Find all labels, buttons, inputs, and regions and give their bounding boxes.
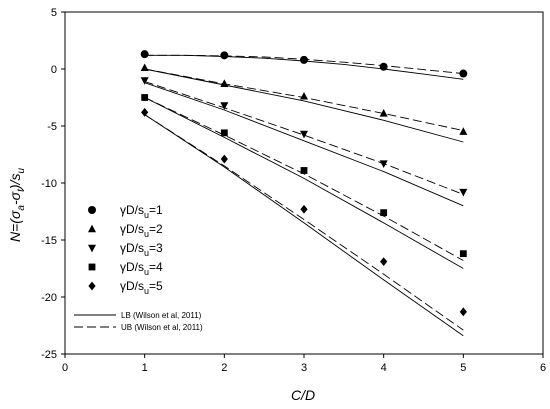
ub-curve-3 [144, 81, 464, 195]
x-tick-label: 4 [381, 362, 387, 374]
y-tick-label: 0 [51, 64, 57, 76]
legend-marker-2 [88, 224, 96, 233]
data-point-series-3 [379, 160, 388, 169]
data-point-series-4 [380, 209, 388, 217]
lines-layer [144, 54, 464, 337]
data-point-series-2 [379, 109, 388, 117]
legend-label-4: γD/su=4 [120, 260, 163, 277]
data-point-series-2 [300, 91, 308, 100]
data-point-series-5 [220, 154, 228, 164]
y-tick-label: -10 [41, 178, 57, 190]
data-point-series-2 [459, 127, 468, 135]
data-point-series-4 [220, 129, 228, 137]
y-tick-label: -25 [41, 349, 57, 361]
data-point-series-3 [140, 77, 149, 85]
markers-layer [140, 50, 468, 317]
x-tick-label: 6 [540, 362, 546, 374]
ub-curve-4 [144, 97, 464, 261]
data-point-series-1 [379, 62, 388, 71]
y-tick-label: -5 [47, 121, 57, 133]
data-point-series-4 [141, 94, 149, 101]
data-point-series-4 [300, 167, 308, 174]
y-tick-label: 5 [51, 7, 57, 19]
data-point-series-1 [220, 51, 229, 60]
lb-curve-3 [144, 82, 464, 207]
legend-line-label-2: UB (Wilson et al, 2011) [121, 323, 203, 332]
legend-marker-3 [88, 244, 96, 253]
x-tick-label: 1 [142, 362, 148, 374]
legend-marker-4 [88, 263, 96, 271]
y-tick-label: -20 [41, 292, 57, 304]
legend-line-label-1: LB (Wilson et al, 2011) [121, 311, 202, 320]
data-point-series-3 [220, 102, 229, 110]
y-tick-label: -15 [41, 235, 57, 247]
lb-curve-2 [144, 68, 464, 143]
legend-marker-5 [88, 281, 96, 291]
data-point-series-1 [300, 55, 308, 64]
x-tick-label: 3 [301, 362, 307, 374]
lb-curve-4 [144, 97, 464, 269]
x-tick-label: 2 [221, 362, 227, 374]
x-tick-label: 0 [62, 362, 68, 374]
ub-curve-5 [144, 114, 464, 331]
data-point-series-5 [141, 107, 149, 117]
lb-curve-5 [144, 114, 464, 337]
data-point-series-5 [459, 307, 467, 317]
y-axis-title: N=(σa-σt)/su [7, 168, 27, 242]
legend: γD/su=1 γD/su=2 γD/su=3 γD/su=4 γD/su=5 LB (W… [74, 203, 203, 332]
legend-marker-1 [88, 206, 96, 214]
data-point-series-4 [459, 250, 467, 258]
data-point-series-2 [220, 79, 229, 88]
data-point-series-1 [459, 69, 468, 78]
axes-layer: 0 1 2 3 4 5 6 5 0 -5 -10 -15 -20 -25 [41, 7, 546, 374]
data-point-series-2 [140, 63, 149, 72]
data-point-series-5 [300, 204, 308, 214]
data-point-series-3 [459, 188, 468, 197]
x-axis-title: C/D [291, 387, 315, 403]
legend-label-5: γD/su=5 [120, 279, 163, 296]
legend-label-1: γD/su=1 [120, 203, 163, 220]
legend-label-2: γD/su=2 [120, 222, 163, 239]
x-tick-label: 5 [460, 362, 466, 374]
data-point-series-3 [300, 130, 308, 139]
data-point-series-1 [140, 50, 149, 59]
data-point-series-5 [380, 257, 388, 267]
legend-label-3: γD/su=3 [120, 241, 163, 258]
